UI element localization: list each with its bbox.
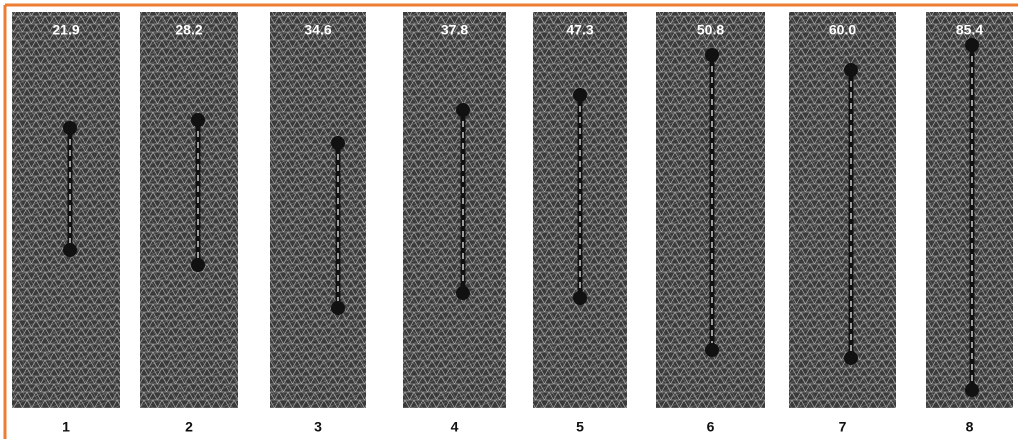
panel-value: 47.3: [566, 22, 593, 38]
mesh-panel: 37.84: [403, 12, 506, 435]
mesh-panel: 34.63: [270, 12, 366, 435]
panel-value: 21.9: [52, 22, 79, 38]
crack-tip: [456, 103, 470, 117]
panel-index: 8: [966, 419, 974, 435]
crack-tip: [456, 286, 470, 300]
crack-tip: [844, 63, 858, 77]
panel-value: 85.4: [956, 22, 983, 38]
mesh-panel: 28.22: [140, 12, 238, 435]
panel-index: 3: [314, 419, 322, 435]
panel-value: 60.0: [829, 22, 856, 38]
panel-value: 37.8: [441, 22, 468, 38]
mesh-panel: 50.86: [656, 12, 765, 435]
crack-tip: [331, 301, 345, 315]
panel-value: 28.2: [175, 22, 202, 38]
crack-tip: [844, 351, 858, 365]
panel-index: 6: [707, 419, 715, 435]
panel-index: 7: [839, 419, 847, 435]
crack-tip: [331, 136, 345, 150]
crack-tip: [705, 48, 719, 62]
figure: 21.9128.2234.6337.8447.3550.8660.0785.48: [0, 0, 1018, 439]
mesh-panel: 60.07: [789, 12, 896, 435]
mesh-overlay: [270, 12, 366, 408]
panel-value: 50.8: [697, 22, 724, 38]
crack-tip: [191, 258, 205, 272]
crack-tip: [965, 383, 979, 397]
crack-tip: [573, 88, 587, 102]
mesh-panel: 21.91: [12, 12, 120, 435]
mesh-panel: 47.35: [533, 12, 627, 435]
panel-index: 4: [451, 419, 459, 435]
crack-tip: [705, 343, 719, 357]
crack-tip: [965, 38, 979, 52]
panel-value: 34.6: [304, 22, 331, 38]
panel-index: 2: [185, 419, 193, 435]
mesh-overlay: [12, 12, 120, 408]
mesh-panel: 85.48: [926, 12, 1013, 435]
crack-tip: [191, 113, 205, 127]
crack-tip: [63, 121, 77, 135]
mesh-overlay: [789, 12, 896, 408]
mesh-overlay: [140, 12, 238, 408]
mesh-overlay: [403, 12, 506, 408]
crack-tip: [63, 243, 77, 257]
panel-index: 1: [62, 419, 70, 435]
panel-index: 5: [576, 419, 584, 435]
crack-tip: [573, 291, 587, 305]
